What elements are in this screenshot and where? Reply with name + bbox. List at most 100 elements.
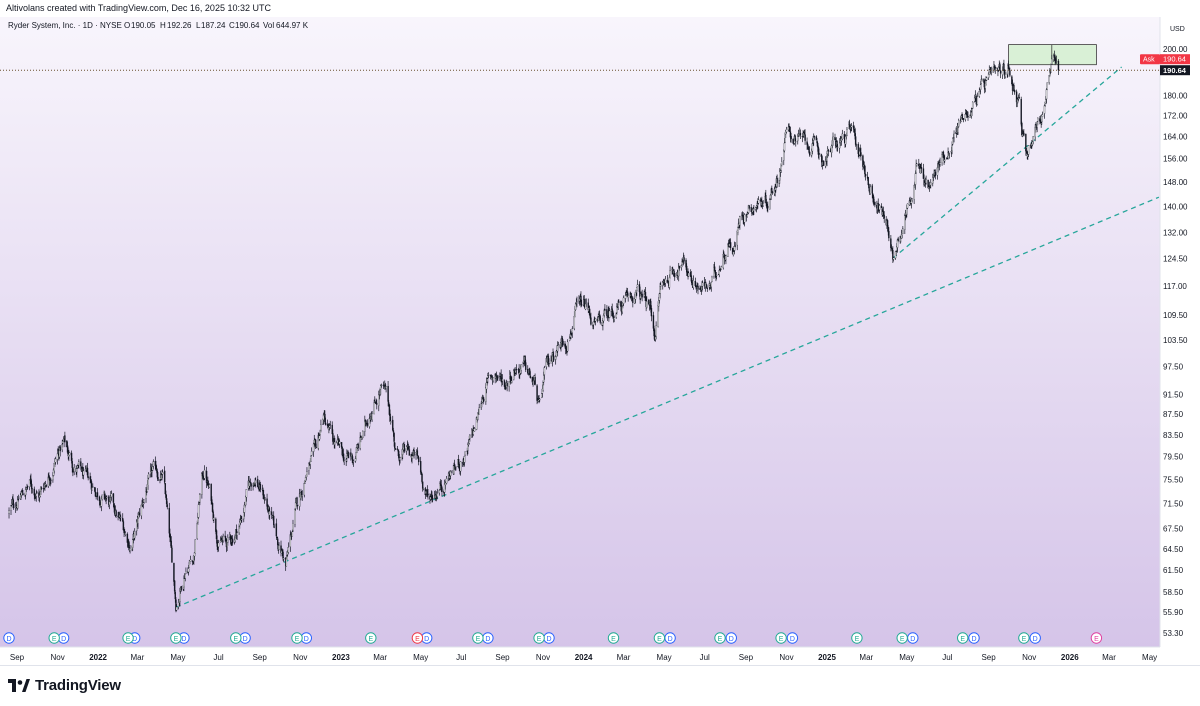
candle — [948, 152, 951, 159]
candle — [478, 403, 480, 415]
candle — [282, 557, 285, 563]
dividend-marker[interactable]: D — [57, 632, 70, 644]
candle — [660, 281, 662, 291]
candle — [1037, 117, 1039, 126]
chart-area[interactable]: Ryder System, Inc. · 1D · NYSE O 190.05 … — [0, 17, 1200, 665]
candle — [958, 118, 960, 129]
earnings-marker[interactable]: E — [291, 632, 303, 644]
earnings-marker[interactable]: E — [607, 632, 620, 644]
price-tick-label: 132.00 — [1163, 229, 1188, 238]
earnings-marker[interactable]: E — [1018, 632, 1030, 644]
earnings-marker[interactable]: E — [714, 632, 726, 644]
dividend-marker[interactable]: D — [907, 632, 919, 644]
candle — [1023, 129, 1025, 137]
candle — [734, 242, 736, 248]
svg-text:E: E — [718, 636, 723, 643]
candle — [22, 489, 24, 496]
candle — [594, 318, 597, 326]
candle — [275, 518, 278, 541]
candle — [173, 580, 176, 595]
candle — [771, 185, 773, 195]
dividend-marker[interactable]: D — [664, 632, 676, 644]
dividend-marker[interactable]: D — [3, 632, 15, 644]
candle — [231, 535, 234, 546]
earnings-marker[interactable]: E — [1090, 632, 1103, 644]
candle — [795, 138, 797, 147]
earnings-marker[interactable]: E — [122, 632, 134, 644]
dividend-marker[interactable]: D — [543, 632, 555, 644]
candle — [245, 489, 248, 502]
earnings-marker[interactable]: E — [533, 632, 545, 644]
price-tick-label: 83.50 — [1163, 431, 1184, 440]
candle — [753, 204, 755, 215]
dividend-marker[interactable]: D — [786, 632, 799, 644]
candle — [92, 483, 94, 488]
candle — [166, 501, 169, 510]
candle — [189, 555, 192, 562]
candle — [930, 179, 932, 189]
candle — [720, 265, 722, 270]
candle — [12, 499, 15, 510]
dividend-marker[interactable]: D — [1029, 632, 1041, 644]
time-tick-label: 2026 — [1061, 653, 1079, 662]
candle — [185, 567, 187, 574]
candle — [408, 445, 411, 456]
trendline[interactable] — [175, 196, 1160, 608]
candle — [404, 444, 406, 454]
candle — [96, 488, 99, 501]
time-axis-background — [0, 647, 1200, 665]
earnings-marker[interactable]: E — [775, 632, 787, 644]
price-axis[interactable]: 200.00190.00180.00172.00164.00156.00148.… — [1140, 45, 1190, 638]
svg-text:E: E — [233, 636, 238, 643]
candle — [711, 275, 713, 283]
candle — [1004, 71, 1006, 79]
candle — [846, 126, 848, 137]
candle — [441, 485, 443, 497]
candle — [110, 490, 113, 501]
candle — [1050, 63, 1052, 73]
candle — [385, 386, 387, 393]
earnings-marker[interactable]: E — [411, 632, 424, 644]
candle — [511, 376, 513, 384]
earnings-marker[interactable]: E — [851, 632, 863, 644]
dividend-marker[interactable]: D — [482, 632, 494, 644]
svg-text:E: E — [960, 636, 965, 643]
svg-text:190.64: 190.64 — [1163, 55, 1186, 64]
candle — [180, 585, 182, 592]
svg-text:E: E — [52, 636, 57, 643]
trendline[interactable] — [892, 66, 1123, 259]
candle — [161, 469, 164, 479]
candle — [292, 519, 294, 532]
candle — [483, 397, 485, 403]
earnings-marker[interactable]: E — [170, 632, 182, 644]
candle — [1043, 104, 1046, 119]
time-axis[interactable]: Sep Nov 2022 Mar May Jul Sep Nov 2023 Mar May Jul Se… — [10, 653, 1157, 662]
dividend-marker[interactable]: D — [968, 632, 980, 644]
earnings-marker[interactable]: E — [896, 632, 908, 644]
candle — [217, 539, 220, 552]
chart-svg[interactable]: Ryder System, Inc. · 1D · NYSE O 190.05 … — [0, 17, 1200, 665]
svg-text:D: D — [668, 636, 673, 643]
price-tick-label: 53.30 — [1163, 629, 1184, 638]
earnings-marker[interactable]: E — [230, 632, 242, 644]
candle — [913, 184, 915, 204]
candle — [902, 226, 904, 235]
candle — [771, 190, 774, 195]
earnings-marker[interactable]: E — [472, 632, 484, 644]
svg-text:D: D — [6, 636, 11, 643]
target-zone[interactable] — [1008, 44, 1097, 66]
svg-text:E: E — [415, 636, 420, 643]
earnings-marker[interactable]: E — [48, 632, 60, 644]
candle — [566, 339, 569, 353]
earnings-marker[interactable]: E — [365, 632, 377, 644]
candle — [725, 254, 727, 265]
candle — [746, 211, 748, 218]
candle — [715, 271, 717, 282]
candle — [54, 456, 57, 465]
candle — [1041, 111, 1044, 117]
earnings-marker[interactable]: E — [957, 632, 969, 644]
dividend-marker[interactable]: D — [725, 632, 737, 644]
candle — [1057, 59, 1060, 75]
tradingview-logo[interactable]: TradingView — [8, 677, 121, 694]
earnings-marker[interactable]: E — [653, 632, 666, 644]
